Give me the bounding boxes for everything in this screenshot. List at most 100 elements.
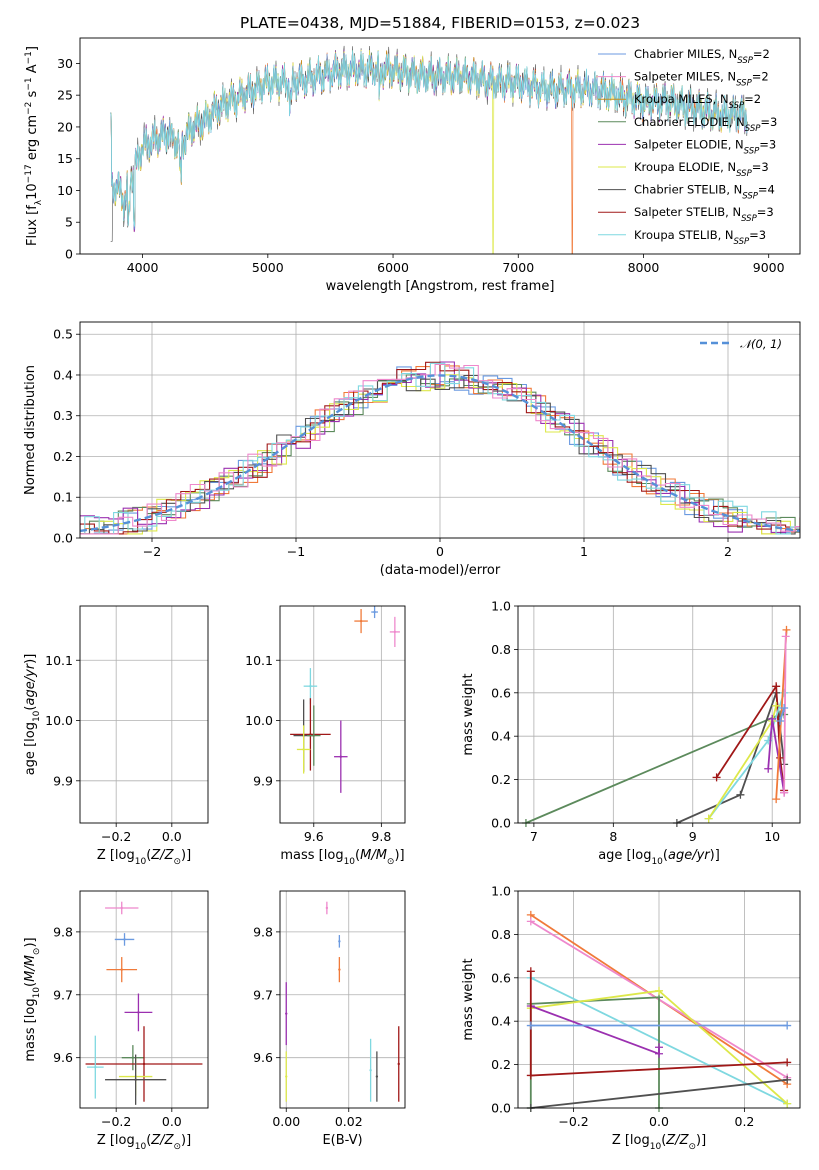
x-axis-label: Z [log10(Z/Z⊙)] bbox=[97, 848, 191, 867]
data-point bbox=[397, 1062, 400, 1066]
y-axis-label: age [log10(age/yr)] bbox=[23, 654, 42, 776]
x-tick-label: −1 bbox=[287, 544, 305, 559]
x-tick-label: 2 bbox=[724, 544, 732, 559]
axes-frame bbox=[79, 605, 209, 824]
x-tick-label: 0.0 bbox=[162, 1114, 182, 1129]
series-marker bbox=[764, 764, 773, 773]
axes-frame bbox=[517, 605, 801, 824]
y-tick-label: 9.7 bbox=[53, 987, 73, 1002]
data-point bbox=[285, 1075, 288, 1078]
data-point bbox=[137, 1011, 140, 1014]
legend-label: Salpeter STELIB, NSSP=3 bbox=[634, 205, 774, 224]
y-tick-label: 15 bbox=[57, 151, 73, 166]
x-tick-label: 0.0 bbox=[162, 829, 182, 844]
panel-2: −2 −1 0 1 2 0.0 0.1 0.2 0.3 0.4 0.5 (data-model)/er… bbox=[23, 321, 801, 578]
axes-frame bbox=[79, 890, 209, 1109]
data-point bbox=[302, 748, 305, 751]
x-tick-label: 6000 bbox=[377, 260, 409, 275]
series-marker bbox=[526, 1021, 535, 1030]
data-point bbox=[369, 1069, 372, 1072]
data-point bbox=[94, 685, 96, 687]
data-point bbox=[120, 906, 123, 910]
data-point bbox=[120, 968, 123, 971]
series-marker bbox=[526, 1071, 535, 1080]
y-tick-label: 0.4 bbox=[53, 367, 73, 382]
data-point bbox=[132, 734, 134, 736]
y-tick-label: 0.0 bbox=[491, 816, 511, 831]
x-tick-label: 0 bbox=[436, 544, 444, 559]
x-axis-label: Z [log10(Z/Z⊙)] bbox=[97, 1133, 191, 1152]
data-point bbox=[359, 619, 363, 623]
series-marker bbox=[772, 682, 781, 691]
series-line bbox=[767, 718, 785, 793]
panel-6: −0.2 0.0 9.6 9.7 9.8 Z [log10(Z/Z⊙)] mass [log… bbox=[23, 890, 209, 1152]
x-tick-label: 5000 bbox=[252, 260, 284, 275]
legend-label: 𝒩(0, 1) bbox=[740, 337, 782, 351]
series-marker bbox=[526, 917, 535, 926]
series-marker bbox=[780, 703, 789, 712]
legend-label: Kroupa MILES, NSSP=2 bbox=[634, 92, 761, 111]
x-axis-label: (data-model)/error bbox=[380, 563, 501, 578]
x-tick-label: −2 bbox=[143, 544, 161, 559]
data-point bbox=[123, 938, 126, 941]
y-axis-label: Normed distribution bbox=[23, 365, 38, 495]
series-marker bbox=[776, 717, 785, 726]
y-tick-label: 0.0 bbox=[491, 1101, 511, 1116]
data-point bbox=[123, 611, 125, 613]
x-tick-label: 0.00 bbox=[272, 1114, 300, 1129]
y-tick-label: 9.9 bbox=[253, 773, 273, 788]
y-axis-label: mass weight bbox=[461, 958, 476, 1040]
y-tick-label: 10.1 bbox=[45, 653, 73, 668]
series-line bbox=[530, 1005, 660, 1056]
axes-frame bbox=[279, 605, 406, 824]
y-tick-label: 0.0 bbox=[53, 531, 73, 546]
x-tick-label: −0.2 bbox=[101, 1114, 131, 1129]
data-point bbox=[338, 940, 341, 943]
series-line bbox=[783, 636, 787, 793]
x-tick-label: −0.2 bbox=[558, 1114, 588, 1129]
data-point bbox=[142, 1062, 146, 1066]
x-tick-label: −0.2 bbox=[101, 829, 131, 844]
spectrum-line bbox=[110, 50, 748, 227]
legend-label: Kroupa STELIB, NSSP=3 bbox=[634, 228, 766, 247]
x-tick-label: 0.2 bbox=[735, 1114, 755, 1129]
data-point bbox=[285, 1012, 288, 1015]
normal-curve bbox=[79, 374, 801, 533]
series-marker bbox=[736, 790, 745, 799]
data-point bbox=[375, 1075, 379, 1078]
y-tick-label: 5 bbox=[65, 215, 73, 230]
data-point bbox=[309, 684, 312, 688]
x-tick-label: 0.02 bbox=[335, 1114, 363, 1129]
data-point bbox=[373, 610, 376, 614]
y-axis-label: Flux [fλ10−17 erg cm−2 s−1 A−1] bbox=[24, 46, 44, 246]
data-point bbox=[131, 1056, 135, 1059]
y-tick-label: 0.5 bbox=[53, 327, 73, 342]
series-marker bbox=[780, 788, 789, 797]
legend-label: Salpeter MILES, NSSP=2 bbox=[634, 70, 769, 89]
data-point bbox=[338, 968, 341, 971]
y-tick-label: 0.8 bbox=[491, 642, 511, 657]
y-tick-label: 0.4 bbox=[491, 729, 511, 744]
series-line bbox=[525, 713, 785, 824]
series-marker bbox=[526, 967, 535, 976]
histogram-series bbox=[80, 362, 800, 535]
data-point bbox=[325, 906, 329, 910]
y-axis-label: mass weight bbox=[461, 673, 476, 755]
axes-frame bbox=[79, 321, 801, 539]
y-tick-label: 0.2 bbox=[53, 449, 73, 464]
series-marker bbox=[655, 986, 663, 995]
y-tick-label: 0.4 bbox=[491, 1014, 511, 1029]
x-tick-label: 9 bbox=[689, 829, 697, 844]
y-tick-label: 0.8 bbox=[491, 927, 511, 942]
y-tick-label: 30 bbox=[57, 56, 73, 71]
histogram-series bbox=[80, 361, 800, 535]
data-point bbox=[134, 748, 136, 750]
y-tick-label: 1.0 bbox=[491, 599, 511, 614]
series-marker bbox=[772, 795, 781, 804]
axes-frame bbox=[517, 890, 801, 1109]
y-axis-label: mass [log10(M/M⊙)] bbox=[23, 937, 42, 1061]
y-tick-label: 0.6 bbox=[491, 970, 511, 985]
legend-label: Kroupa ELODIE, NSSP=3 bbox=[634, 160, 769, 179]
series-line bbox=[530, 1078, 788, 1109]
